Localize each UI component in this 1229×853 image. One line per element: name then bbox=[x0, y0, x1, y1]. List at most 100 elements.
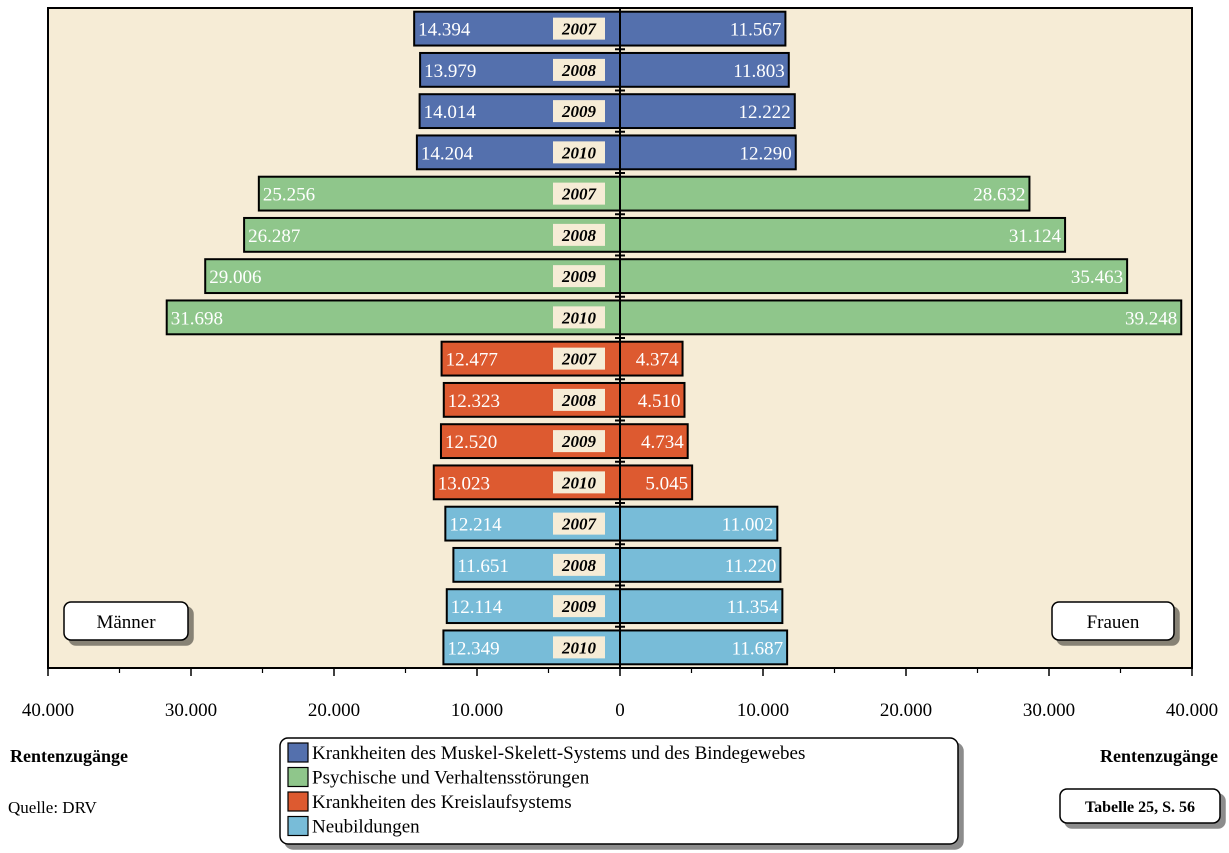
legend-label-2: Krankheiten des Kreislaufsystems bbox=[312, 792, 572, 813]
legend-swatch-0 bbox=[287, 742, 309, 763]
year-label-g3-2008: 2008 bbox=[561, 556, 597, 575]
year-box-g1-2010 bbox=[553, 306, 605, 329]
x-tick-label: 10.000 bbox=[737, 700, 789, 721]
year-label-g1-2009: 2009 bbox=[561, 267, 597, 286]
year-label-g0-2008: 2008 bbox=[561, 61, 597, 80]
women-label: Frauen bbox=[1087, 612, 1140, 633]
legend: Krankheiten des Muskel-Skelett-Systems u… bbox=[287, 742, 805, 838]
year-label-g2-2007: 2007 bbox=[561, 350, 598, 369]
year-box-g2-2009 bbox=[553, 430, 605, 453]
year-box-g3-2007 bbox=[553, 512, 605, 535]
year-label-g0-2009: 2009 bbox=[561, 102, 597, 121]
label-men-g1-2007: 25.256 bbox=[263, 185, 315, 206]
year-label-g0-2007: 2007 bbox=[561, 20, 598, 39]
bar-women-g2-2010 bbox=[619, 464, 694, 501]
label-women-g3-2010: 11.687 bbox=[732, 638, 784, 659]
label-men-g0-2007: 14.394 bbox=[418, 20, 471, 41]
year-box-g2-2008 bbox=[553, 388, 605, 411]
label-men-g0-2008: 13.979 bbox=[424, 61, 476, 82]
bar-women-g3-2010 bbox=[619, 629, 789, 666]
year-box-g3-2009 bbox=[553, 595, 605, 618]
table-ref-box bbox=[1059, 788, 1221, 824]
label-women-g2-2009: 4.734 bbox=[641, 432, 684, 453]
bar-women-g1-2008 bbox=[619, 216, 1067, 253]
label-women-g1-2008: 31.124 bbox=[1009, 226, 1062, 247]
label-women-g2-2010: 5.045 bbox=[645, 473, 688, 494]
label-men-g0-2009: 14.014 bbox=[424, 102, 477, 123]
label-men-g3-2010: 12.349 bbox=[447, 638, 499, 659]
men-box bbox=[63, 601, 189, 641]
year-label-g2-2009: 2009 bbox=[561, 432, 597, 451]
label-women-g0-2010: 12.290 bbox=[739, 143, 791, 164]
x-axis: 40.000 30.000 20.000 10.000 0 10.000 20.000 30.… bbox=[22, 668, 1218, 721]
left-axis-title: Rentenzugänge bbox=[10, 746, 128, 766]
bar-women-g0-2008 bbox=[619, 51, 790, 88]
year-box-g3-2008 bbox=[553, 553, 605, 576]
bar-women-g0-2010 bbox=[619, 134, 797, 171]
bar-women-g0-2009 bbox=[619, 93, 796, 130]
label-women-g3-2009: 11.354 bbox=[727, 597, 779, 618]
label-women-g1-2009: 35.463 bbox=[1071, 267, 1123, 288]
men-label: Männer bbox=[96, 612, 156, 633]
bar-women-g3-2009 bbox=[619, 588, 784, 625]
label-women-g3-2007: 11.002 bbox=[722, 515, 774, 536]
year-box-g2-2010 bbox=[553, 471, 605, 494]
label-men-g2-2009: 12.520 bbox=[445, 432, 497, 453]
bar-women-g2-2008 bbox=[619, 381, 686, 418]
year-label-g1-2008: 2008 bbox=[561, 226, 597, 245]
year-box-g1-2008 bbox=[553, 223, 605, 246]
x-tick-label: 40.000 bbox=[22, 700, 74, 721]
label-women-g0-2007: 11.567 bbox=[730, 20, 782, 41]
label-men-g2-2010: 13.023 bbox=[438, 473, 490, 494]
label-men-g3-2007: 12.214 bbox=[449, 515, 502, 536]
bar-women-g1-2010 bbox=[619, 299, 1183, 336]
women-box bbox=[1051, 601, 1175, 641]
right-axis-title: Rentenzugänge bbox=[1100, 746, 1218, 766]
label-women-g3-2008: 11.220 bbox=[725, 556, 777, 577]
legend-swatch-3 bbox=[287, 815, 309, 837]
year-box-g0-2009 bbox=[553, 100, 605, 123]
label-women-g0-2008: 11.803 bbox=[733, 61, 785, 82]
label-women-g1-2007: 28.632 bbox=[973, 185, 1025, 206]
bar-women-g1-2009 bbox=[619, 258, 1129, 295]
x-tick-label: 10.000 bbox=[451, 700, 503, 721]
legend-box bbox=[279, 737, 959, 845]
label-men-g3-2008: 11.651 bbox=[457, 556, 509, 577]
year-label-g3-2007: 2007 bbox=[561, 515, 598, 534]
label-women-g1-2010: 39.248 bbox=[1125, 308, 1177, 329]
year-label-g0-2010: 2010 bbox=[561, 143, 597, 162]
x-tick-label: 0 bbox=[615, 700, 625, 721]
bar-women-g0-2007 bbox=[619, 10, 787, 47]
year-label-g2-2008: 2008 bbox=[561, 391, 597, 410]
legend-label-0: Krankheiten des Muskel-Skelett-Systems u… bbox=[312, 743, 805, 764]
legend-label-3: Neubildungen bbox=[312, 817, 420, 838]
legend-swatch-2 bbox=[287, 791, 309, 812]
legend-swatch-1 bbox=[287, 766, 309, 788]
label-men-g1-2009: 29.006 bbox=[209, 267, 261, 288]
label-men-g2-2008: 12.323 bbox=[448, 391, 500, 412]
label-women-g2-2007: 4.374 bbox=[636, 350, 679, 371]
label-men-g1-2010: 31.698 bbox=[171, 308, 223, 329]
bar-women-g1-2007 bbox=[619, 175, 1031, 212]
bar-women-g3-2008 bbox=[619, 546, 782, 583]
year-label-g3-2009: 2009 bbox=[561, 597, 597, 616]
legend-label-1: Psychische und Verhaltensstörungen bbox=[312, 768, 590, 789]
year-label-g1-2010: 2010 bbox=[561, 308, 597, 327]
label-men-g3-2009: 12.114 bbox=[451, 597, 503, 618]
x-tick-label: 20.000 bbox=[880, 700, 932, 721]
year-label-g2-2010: 2010 bbox=[561, 473, 597, 492]
year-box-g2-2007 bbox=[553, 347, 605, 370]
x-tick-label: 30.000 bbox=[1023, 700, 1075, 721]
label-men-g1-2008: 26.287 bbox=[248, 226, 300, 247]
year-box-g1-2009 bbox=[553, 265, 605, 288]
year-label-g1-2007: 2007 bbox=[561, 185, 598, 204]
year-box-g3-2010 bbox=[553, 636, 605, 659]
year-box-g1-2007 bbox=[553, 182, 605, 205]
x-tick-label: 40.000 bbox=[1166, 700, 1218, 721]
year-label-g3-2010: 2010 bbox=[561, 638, 597, 657]
year-box-g0-2010 bbox=[553, 141, 605, 164]
x-tick-label: 20.000 bbox=[308, 700, 360, 721]
source-note: Quelle: DRV bbox=[8, 798, 98, 817]
label-men-g2-2007: 12.477 bbox=[446, 350, 498, 371]
